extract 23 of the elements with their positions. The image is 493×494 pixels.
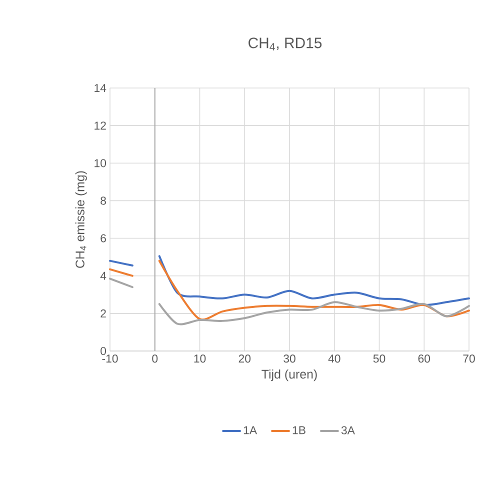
- y-tick-label: 12: [94, 122, 106, 130]
- x-tick-label: 0: [152, 354, 158, 363]
- x-tick-label: 30: [284, 354, 296, 363]
- x-tick-label: 50: [373, 354, 386, 363]
- x-tick-label: 10: [194, 354, 206, 363]
- y-tick-label: 4: [100, 272, 106, 280]
- y-axis-title: CH$_{4}$ emissie (mg): [75, 171, 87, 268]
- y-tick-label: 0: [100, 346, 106, 356]
- y-tick-label: 10: [94, 159, 106, 168]
- y-tick-label: 8: [100, 196, 106, 205]
- x-tick-label: 70: [463, 354, 475, 363]
- y-tick-label: 2: [100, 309, 106, 318]
- legend-label: 1A: [244, 426, 258, 434]
- y-tick-label: 6: [100, 234, 106, 242]
- y-tick-label: 14: [94, 84, 106, 92]
- x-axis-title: Tijd (uren): [262, 369, 317, 382]
- x-tick-label: -10: [102, 354, 118, 363]
- x-tick-label: 60: [418, 354, 430, 363]
- x-tick-label: 20: [238, 354, 251, 363]
- chart-title: CH$_{4}$, RD15: [248, 38, 322, 50]
- legend-label: 3A: [341, 426, 355, 434]
- legend-label: 1B: [292, 426, 306, 434]
- x-tick-label: 40: [328, 354, 340, 363]
